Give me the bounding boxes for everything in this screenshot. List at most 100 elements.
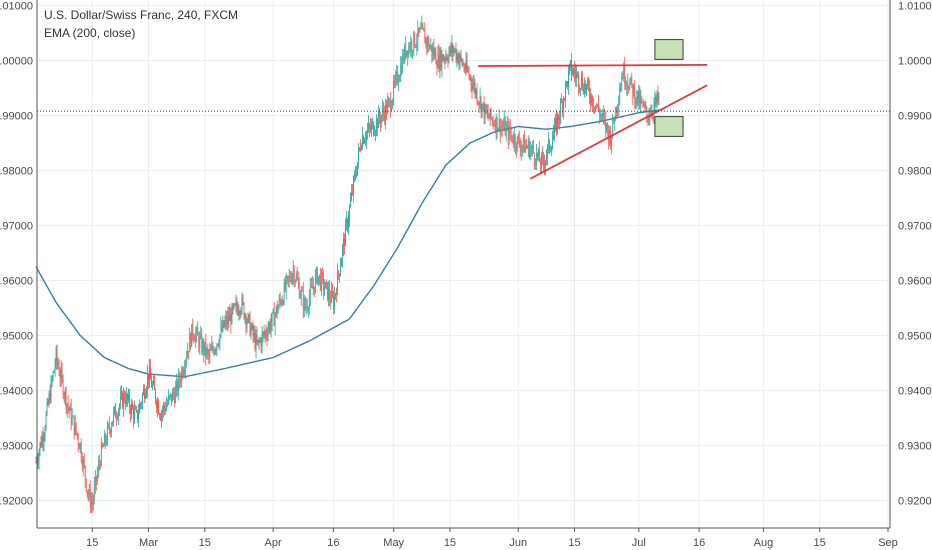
candle (40, 435, 42, 449)
candle (530, 144, 532, 157)
candle (593, 97, 595, 114)
candle (123, 387, 124, 418)
candle (191, 324, 193, 348)
candle (603, 105, 605, 125)
candle (336, 287, 337, 303)
y-tick-label-left: 0.98000 (0, 166, 33, 178)
candle (269, 318, 271, 335)
candle (359, 147, 360, 152)
candle (122, 390, 123, 409)
candle (402, 48, 404, 74)
candle (232, 302, 234, 315)
candle (214, 348, 216, 356)
candle (197, 321, 199, 336)
candle (399, 74, 401, 82)
candle (599, 106, 601, 125)
candle (480, 95, 482, 119)
candle (153, 375, 154, 386)
candle (567, 80, 568, 90)
candle (312, 277, 314, 296)
candle (291, 272, 293, 286)
candle (411, 38, 413, 58)
candle (622, 70, 624, 80)
candle (403, 48, 405, 65)
candle (268, 320, 270, 334)
candle (209, 342, 211, 364)
candle (508, 121, 510, 146)
candle (393, 74, 395, 106)
candle (110, 422, 112, 438)
candle (365, 131, 366, 146)
candle (322, 269, 324, 300)
candle (385, 98, 387, 130)
candle (130, 404, 131, 423)
candle (323, 279, 325, 296)
candle (113, 405, 115, 416)
candle (528, 137, 530, 160)
candle (178, 368, 180, 401)
candle (541, 146, 543, 165)
candle (576, 64, 577, 88)
candle (635, 97, 637, 110)
target-box-down[interactable] (654, 116, 684, 137)
candle (517, 133, 519, 145)
candle (248, 313, 250, 324)
candle (357, 161, 358, 177)
x-tick-label: 16 (693, 537, 705, 549)
candle (131, 398, 132, 420)
candle (67, 395, 69, 414)
resistance-line[interactable] (478, 64, 708, 67)
candle (41, 431, 43, 449)
candle (504, 116, 506, 137)
candle (557, 112, 558, 135)
candle (179, 371, 181, 389)
candle (263, 324, 265, 339)
candle (216, 343, 218, 357)
candle (260, 337, 262, 353)
candle (172, 388, 174, 402)
candle (81, 451, 83, 472)
candle (453, 45, 455, 57)
candle (628, 85, 630, 94)
candle (80, 438, 82, 464)
candle (619, 82, 621, 106)
candle (540, 152, 542, 175)
candle (360, 139, 361, 153)
candle (559, 111, 560, 130)
candle (537, 147, 539, 161)
candle (465, 51, 467, 76)
target-box-up[interactable] (654, 39, 684, 60)
candle (484, 103, 486, 125)
candle (185, 358, 187, 380)
candle (222, 315, 224, 334)
candle (253, 325, 255, 343)
support-line[interactable] (529, 84, 708, 180)
candle (125, 391, 126, 411)
candle (560, 97, 561, 125)
candle (281, 295, 283, 306)
candle (629, 78, 631, 91)
candle (207, 343, 209, 360)
candle (585, 80, 586, 95)
x-tick-label: 16 (327, 537, 339, 549)
candle (330, 281, 332, 303)
candle (134, 400, 135, 424)
candle (419, 27, 421, 34)
candle (278, 294, 280, 310)
candle (295, 270, 297, 283)
candle (208, 348, 210, 365)
y-tick-label-right: 0.98000 (898, 166, 932, 178)
candle (70, 398, 72, 431)
candle (617, 103, 619, 118)
candle (539, 157, 541, 174)
candle (100, 437, 102, 467)
candle (321, 267, 323, 285)
candle (133, 404, 134, 429)
candle (340, 257, 341, 277)
y-tick-label-right: 0.92000 (898, 496, 932, 508)
candle (591, 93, 593, 107)
candle (285, 272, 287, 300)
candle (561, 93, 562, 103)
candle (552, 130, 553, 150)
